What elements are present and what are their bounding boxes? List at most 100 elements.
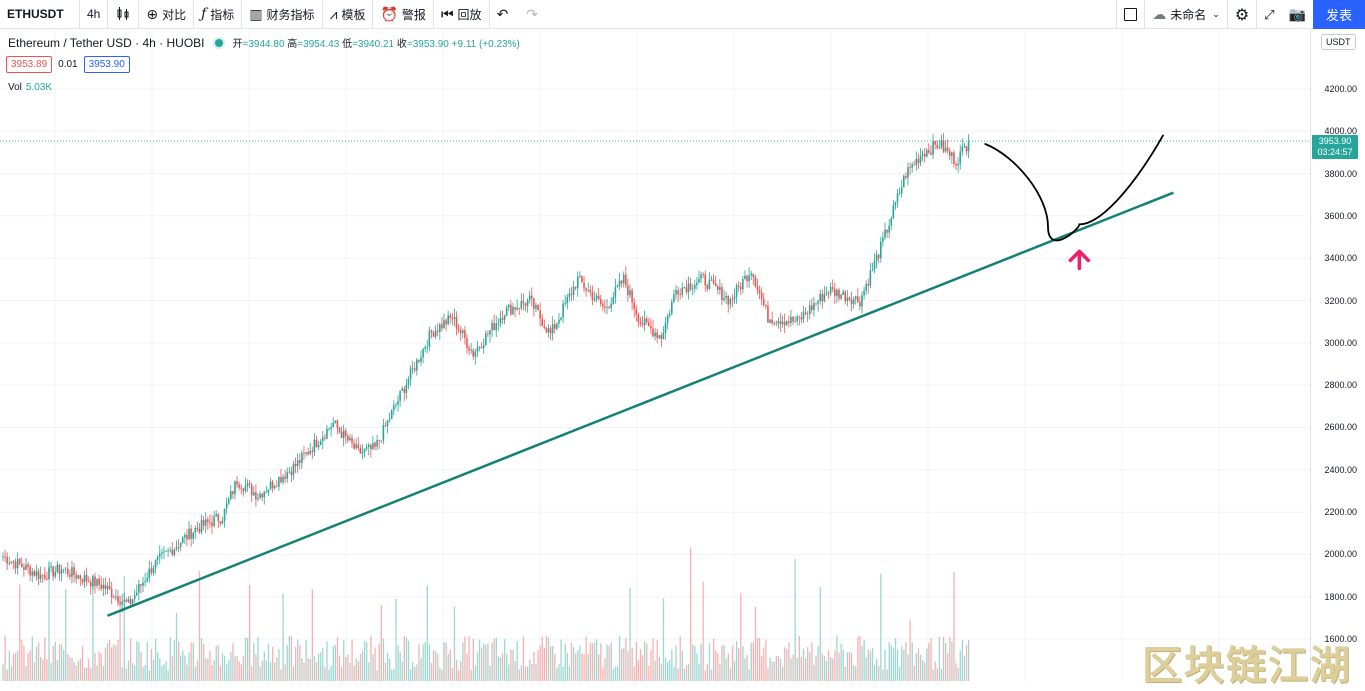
volume-bar xyxy=(694,646,696,681)
candle-body xyxy=(673,294,675,303)
volume-bar xyxy=(903,649,905,681)
volume-bar xyxy=(928,642,930,681)
volume-bar xyxy=(570,642,573,681)
candle-body xyxy=(253,492,255,496)
candle-body xyxy=(399,390,401,401)
volume-bar xyxy=(123,576,125,681)
candle-body xyxy=(846,297,849,302)
alert-button[interactable]: ⏰ 警报 xyxy=(373,0,434,29)
volume-bar xyxy=(249,584,251,681)
candle-body xyxy=(403,388,406,393)
candle-body xyxy=(819,293,821,302)
candle-body xyxy=(165,551,167,552)
candle-body xyxy=(696,282,698,286)
candle-body xyxy=(198,528,201,533)
candle-body xyxy=(967,141,970,152)
volume-bar xyxy=(777,656,780,681)
volume-bar xyxy=(138,642,140,681)
volume-bar xyxy=(370,635,372,681)
volume-bar xyxy=(664,657,667,681)
replay-button[interactable]: ⏮ 回放 xyxy=(434,0,490,29)
candle-body xyxy=(871,269,874,271)
low-value: =3940.21 xyxy=(352,39,395,50)
financials-button[interactable]: ▥ 财务指标 xyxy=(242,0,323,29)
candle-body xyxy=(716,285,719,290)
volume-bar xyxy=(518,669,520,681)
candle-body xyxy=(380,440,383,442)
volume-bar xyxy=(44,637,46,681)
volume-bar xyxy=(468,636,470,681)
volume-bar xyxy=(556,667,558,681)
volume-bar xyxy=(859,635,861,681)
candle-body xyxy=(537,305,539,311)
indicators-button[interactable]: ƒ 指标 xyxy=(194,0,243,29)
volume-bar xyxy=(192,642,194,681)
volume-bar xyxy=(687,663,690,681)
candle-body xyxy=(474,351,477,357)
undo-button[interactable]: ↶ xyxy=(490,0,520,29)
price-chart[interactable] xyxy=(0,29,1310,681)
candle-body xyxy=(10,561,13,563)
candle-body xyxy=(282,476,284,483)
sell-price-button[interactable]: 3953.89 xyxy=(6,56,53,73)
templates-button[interactable]: ⩘ 模板 xyxy=(323,0,374,29)
volume-bar xyxy=(911,642,913,681)
fullscreen-layout-button[interactable] xyxy=(1116,0,1146,29)
candle-body xyxy=(934,141,936,145)
volume-bar xyxy=(633,666,635,681)
redo-button[interactable]: ↷ xyxy=(519,0,549,29)
volume-bar xyxy=(673,666,675,681)
compare-button[interactable]: ⊕ 对比 xyxy=(139,0,195,29)
symbol-title[interactable]: Ethereum / Tether USD · 4h · HUOBI xyxy=(8,35,205,50)
price-tick-label: 1600.00 xyxy=(1324,634,1357,644)
bar-chart-icon: ▥ xyxy=(249,5,263,22)
volume-bar xyxy=(69,657,71,681)
volume-bar xyxy=(21,639,23,681)
snapshot-button[interactable]: 📷 xyxy=(1282,0,1313,29)
currency-unit-button[interactable]: USDT xyxy=(1321,34,1356,50)
candle-body xyxy=(541,318,544,327)
buy-price-button[interactable]: 3953.90 xyxy=(83,56,130,73)
volume-bar xyxy=(522,636,525,681)
candle-body xyxy=(806,313,809,315)
volume-bar xyxy=(604,658,606,681)
layout-name-button[interactable]: ☁ 未命名 ⌄ xyxy=(1145,0,1228,29)
last-price-value: 3953.90 xyxy=(1318,136,1352,147)
candle-body xyxy=(556,323,558,329)
chart-type-button[interactable] xyxy=(108,0,140,29)
candle-body xyxy=(710,279,713,281)
volume-bar xyxy=(560,639,562,681)
candle-body xyxy=(545,327,548,333)
candle-body xyxy=(781,321,784,325)
volume-bar xyxy=(372,654,374,681)
volume-bar xyxy=(426,585,428,681)
volume-bar xyxy=(779,658,782,681)
candle-body xyxy=(725,295,727,299)
volume-bar xyxy=(213,660,215,681)
volume-bar xyxy=(470,669,472,681)
volume-bar xyxy=(591,643,594,681)
volume-bar xyxy=(25,665,27,681)
candle-body xyxy=(73,567,75,575)
volume-bar xyxy=(169,637,171,681)
volume-bar xyxy=(111,647,113,681)
candle-body xyxy=(37,571,40,579)
symbol-search-button[interactable]: ETHUSDT xyxy=(0,0,80,29)
cloud-icon: ☁ xyxy=(1152,6,1167,22)
price-axis[interactable]: 1600.00 1800.00 2000.00 2200.00 2400.00 2600.… xyxy=(1310,29,1365,681)
candle-body xyxy=(484,333,487,345)
volume-bar xyxy=(349,662,351,681)
candle-body xyxy=(328,428,330,430)
candle-body xyxy=(317,445,320,448)
candle-body xyxy=(219,521,222,524)
volume-bar xyxy=(700,643,702,681)
candle-body xyxy=(321,437,324,442)
fullscreen-button[interactable]: ⤢ xyxy=(1257,0,1281,29)
volume-bar xyxy=(815,655,817,681)
candle-body xyxy=(54,571,57,577)
candle-body xyxy=(522,301,525,304)
publish-button[interactable]: 发表 xyxy=(1313,0,1365,29)
volume-bar xyxy=(238,661,240,681)
interval-button[interactable]: 4h xyxy=(80,0,109,29)
settings-button[interactable]: ⚙ xyxy=(1228,0,1258,29)
